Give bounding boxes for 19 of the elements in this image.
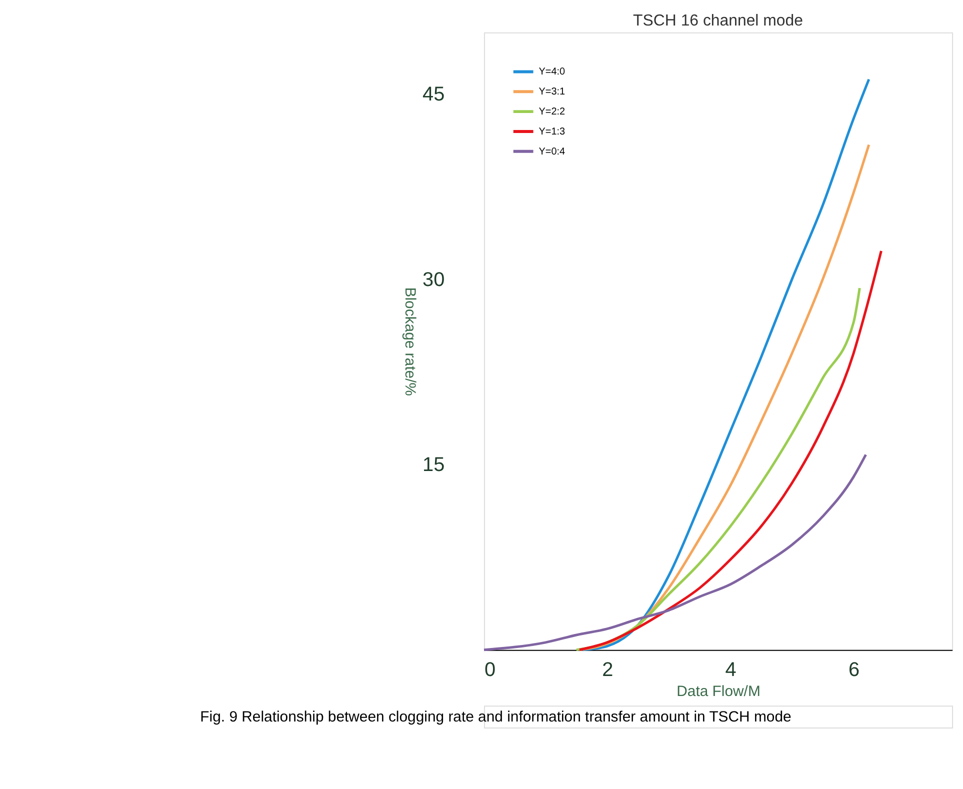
chart-title: TSCH 16 channel mode — [633, 12, 804, 30]
legend-label: Y=3:1 — [538, 86, 566, 98]
x-axis-title: Data Flow/M — [676, 683, 760, 700]
line-series — [482, 453, 868, 652]
y-tick-label: 15 — [422, 454, 445, 476]
x-tick-label: 0 — [484, 659, 496, 682]
y-tick-label: 30 — [422, 268, 445, 291]
legend-label: Y=1:3 — [538, 126, 566, 138]
x-tick-label: 2 — [602, 659, 614, 682]
y-tick-label: 45 — [422, 84, 445, 106]
legend-label: Y=0:4 — [538, 146, 566, 158]
y-axis-title: Blockage rate/% — [402, 287, 419, 396]
caption: Fig. 9 Relationship between clogging rate and information transfer amount in TSCH mode — [200, 708, 792, 726]
line-series — [578, 250, 882, 652]
line-series — [575, 286, 861, 652]
legend-label: Y=4:0 — [538, 66, 566, 78]
x-tick-label: 6 — [848, 659, 860, 682]
x-tick-label: 4 — [725, 659, 736, 682]
legend-label: Y=2:2 — [538, 106, 566, 118]
